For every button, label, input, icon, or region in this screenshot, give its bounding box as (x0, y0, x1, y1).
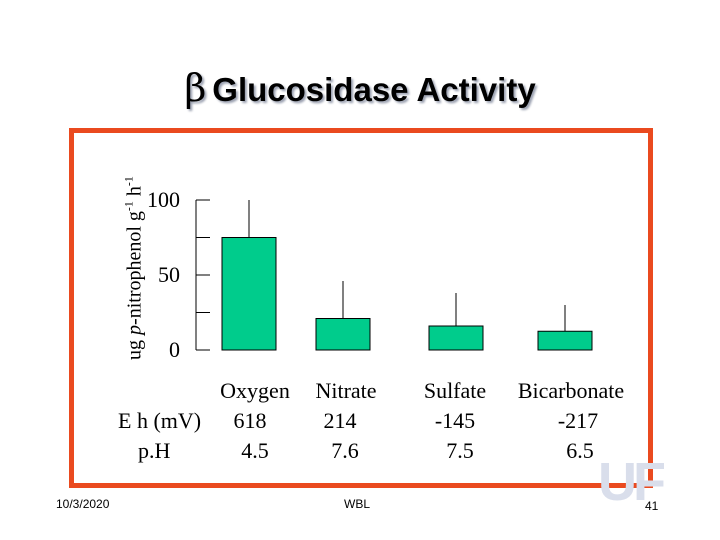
category-label-nitrate: Nitrate (315, 378, 377, 403)
category-label-sulfate: Sulfate (423, 378, 487, 403)
table-row-label-eh: E h (mV) (118, 408, 202, 433)
y-axis-label: ug p-nitrophenol g-1 h-1 (121, 176, 146, 360)
footer-date: 10/3/2020 (56, 497, 110, 511)
table-cell-ph-nitrate: 7.6 (331, 438, 359, 463)
table-cell-ph-sulfate: 7.5 (446, 438, 474, 463)
category-label-oxygen: Oxygen (220, 378, 290, 403)
title-beta-symbol: β (184, 66, 207, 110)
table-cell-eh-sulfate: -145 (434, 408, 476, 433)
chart-frame (69, 128, 653, 488)
bar-nitrate (315, 318, 371, 351)
title-text: Glucosidase Activity (212, 71, 536, 108)
page-number: 41 (645, 499, 659, 513)
table-cell-ph-oxygen: 4.5 (241, 438, 269, 463)
footer-author: WBL (344, 497, 371, 511)
y-tick-label: 0 (169, 337, 180, 362)
table-cell-eh-bicarbonate: -217 (557, 408, 599, 433)
table-cell-eh-nitrate: 214 (323, 408, 357, 433)
bar-bicarbonate (537, 330, 593, 351)
uf-logo: UF (598, 452, 666, 512)
table-cell-ph-bicarbonate: 6.5 (566, 438, 594, 463)
table-cell-eh-oxygen: 618 (233, 408, 267, 433)
y-tick-label: 100 (147, 187, 180, 212)
bar-oxygen (221, 237, 277, 351)
y-tick-label: 50 (158, 262, 180, 287)
category-label-bicarbonate: Bicarbonate (517, 378, 625, 403)
table-row-label-ph: p.H (138, 438, 171, 463)
bar-sulfate (428, 325, 484, 351)
slide-title: β Glucosidase Activity (0, 66, 720, 110)
